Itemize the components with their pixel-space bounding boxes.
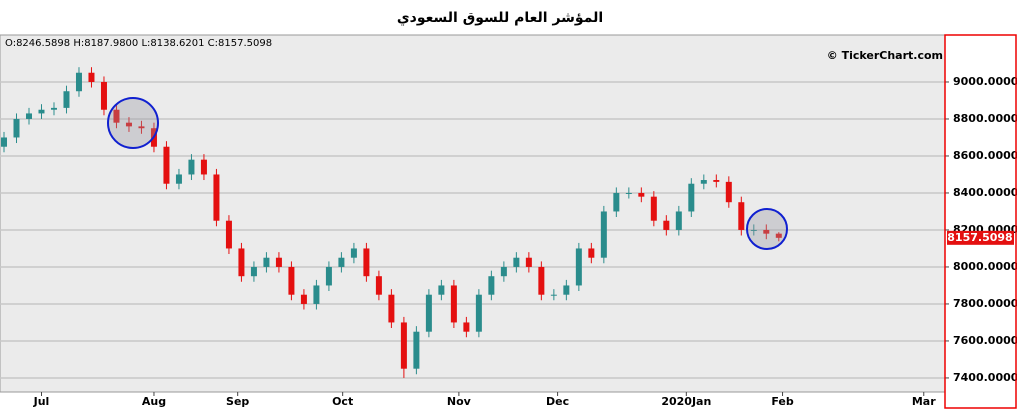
candle-body bbox=[538, 266, 545, 295]
candle-body bbox=[138, 126, 145, 129]
last-price-box bbox=[947, 230, 1014, 245]
candle-body bbox=[638, 192, 645, 197]
candle-body bbox=[550, 294, 557, 296]
y-tick-label: 7400.0000 bbox=[953, 371, 1017, 384]
candle-body bbox=[688, 183, 695, 212]
x-tick-label: 2020Jan bbox=[661, 395, 711, 408]
candle-body bbox=[613, 192, 620, 212]
candle-body bbox=[88, 72, 95, 82]
candle-body bbox=[375, 276, 382, 295]
candle-body bbox=[713, 180, 720, 182]
candle-body bbox=[588, 248, 595, 258]
plot-area bbox=[0, 34, 946, 393]
y-tick-label: 8400.0000 bbox=[953, 186, 1017, 199]
candle-body bbox=[475, 294, 482, 332]
x-tick-label: Nov bbox=[447, 395, 472, 408]
candle-body bbox=[188, 159, 195, 175]
x-tick-label: Dec bbox=[546, 395, 569, 408]
candle-body bbox=[325, 266, 332, 286]
candle-body bbox=[63, 91, 70, 108]
candle-body bbox=[300, 294, 307, 304]
candle-body bbox=[38, 109, 45, 114]
candle-body bbox=[575, 248, 582, 286]
candle-body bbox=[363, 248, 370, 277]
candle-body bbox=[125, 122, 132, 127]
candle-body bbox=[463, 322, 470, 332]
candle-body bbox=[238, 248, 245, 277]
y-tick-label: 7600.0000 bbox=[953, 334, 1017, 347]
candle-body bbox=[388, 294, 395, 323]
candle-body bbox=[725, 181, 732, 203]
y-tick-label: 7800.0000 bbox=[953, 297, 1017, 310]
candle-body bbox=[775, 233, 782, 238]
candle-body bbox=[213, 174, 220, 221]
candle-body bbox=[338, 257, 345, 267]
candle-body bbox=[113, 109, 120, 123]
candle-body bbox=[500, 266, 507, 277]
candle-body bbox=[313, 285, 320, 304]
x-tick-label: Feb bbox=[771, 395, 794, 408]
y-tick-label: 8600.0000 bbox=[953, 149, 1017, 162]
candle-body bbox=[650, 196, 657, 221]
x-tick-label: Jul bbox=[33, 395, 50, 408]
x-tick-label: Mar bbox=[912, 395, 936, 408]
x-tick-label: Sep bbox=[226, 395, 249, 408]
highlight-circle bbox=[107, 97, 159, 149]
ohlc-header: O:8246.5898 H:8187.9800 L:8138.6201 C:81… bbox=[5, 38, 272, 49]
candle-body bbox=[400, 322, 407, 369]
chart-title: المؤشر العام للسوق السعودي bbox=[397, 10, 603, 27]
last-price-label: 8157.5098 bbox=[947, 231, 1012, 244]
candle-body bbox=[625, 192, 632, 194]
candle-body bbox=[738, 202, 745, 230]
candle-body bbox=[525, 257, 532, 267]
x-tick-label: Oct bbox=[332, 395, 353, 408]
candle-body bbox=[250, 266, 257, 277]
candle-body bbox=[225, 220, 232, 249]
candle-body bbox=[25, 113, 32, 119]
candle-body bbox=[413, 331, 420, 369]
candle-body bbox=[750, 229, 757, 231]
candle-body bbox=[563, 285, 570, 295]
y-tick-label: 8800.0000 bbox=[953, 112, 1017, 125]
candle-body bbox=[675, 211, 682, 230]
candle-body bbox=[50, 107, 57, 110]
candle-body bbox=[663, 220, 670, 230]
highlight-circle bbox=[746, 208, 788, 250]
candle-body bbox=[425, 294, 432, 332]
candle-body bbox=[200, 159, 207, 175]
candle-body bbox=[350, 248, 357, 258]
axis-box bbox=[944, 34, 1017, 409]
candle-body bbox=[513, 257, 520, 267]
copyright: © TickerChart.com bbox=[827, 49, 943, 62]
candle-body bbox=[163, 146, 170, 184]
candle-body bbox=[75, 72, 82, 92]
y-tick-label: 9000.0000 bbox=[953, 75, 1017, 88]
candle-body bbox=[288, 266, 295, 295]
candle-body bbox=[100, 81, 107, 110]
candle-body bbox=[0, 137, 7, 147]
candle-body bbox=[275, 257, 282, 267]
y-tick-label: 8000.0000 bbox=[953, 260, 1017, 273]
candle-body bbox=[488, 276, 495, 295]
candle-body bbox=[700, 180, 707, 184]
x-tick-label: Aug bbox=[142, 395, 166, 408]
candle-body bbox=[263, 257, 270, 267]
candle-body bbox=[763, 229, 770, 234]
candle-body bbox=[450, 285, 457, 323]
candle-body bbox=[13, 118, 20, 138]
candle-body bbox=[600, 211, 607, 258]
candle-body bbox=[175, 174, 182, 184]
candle-body bbox=[438, 285, 445, 295]
